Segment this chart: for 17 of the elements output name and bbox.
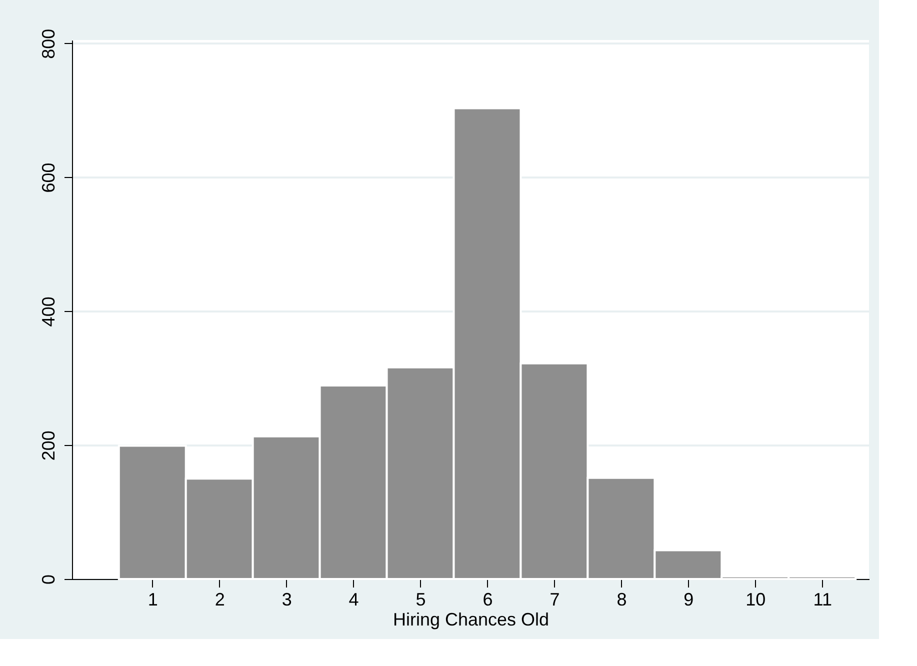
x-tick-label: 1	[148, 590, 158, 610]
x-tick-label: 3	[282, 590, 292, 610]
x-axis-title: Hiring Chances Old	[392, 610, 550, 630]
x-tick-label: 9	[684, 590, 694, 610]
x-tick-label: 10	[746, 590, 766, 610]
x-tick-label: 7	[550, 590, 560, 610]
x-tick-label: 5	[416, 590, 426, 610]
y-tick-label: 400	[38, 296, 58, 327]
y-tick-label: 200	[38, 430, 58, 461]
x-tick-label: 4	[348, 590, 359, 610]
y-tick-label: 600	[38, 162, 58, 193]
x-tick-label: 8	[616, 590, 627, 610]
y-tick-label: 800	[38, 28, 58, 59]
x-tick-label: 6	[482, 590, 493, 610]
x-tick-label: 11	[813, 590, 832, 610]
y-tick-label: 0	[38, 574, 58, 585]
x-tick-label: 2	[214, 590, 225, 610]
